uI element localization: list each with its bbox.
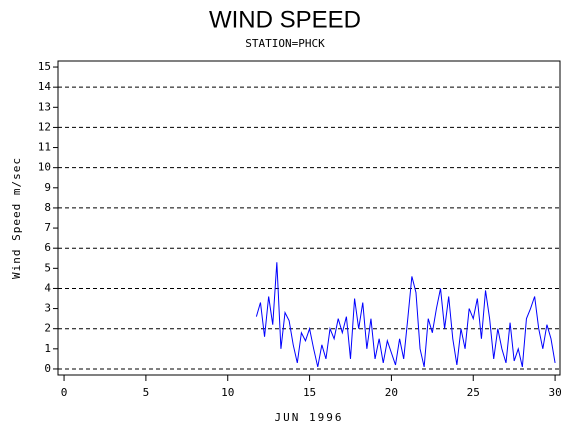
y-axis-label: Wind Speed m/sec bbox=[10, 157, 23, 279]
y-tick-label: 11 bbox=[38, 141, 51, 154]
y-tick-label: 4 bbox=[44, 281, 51, 294]
y-tick-label: 1 bbox=[44, 342, 51, 355]
y-tick-label: 14 bbox=[38, 80, 52, 93]
x-tick-label: 10 bbox=[221, 386, 234, 399]
y-tick-label: 3 bbox=[44, 302, 51, 315]
chart-subtitle: STATION=PHCK bbox=[245, 37, 325, 50]
y-tick-label: 13 bbox=[38, 100, 51, 113]
plot-frame bbox=[57, 60, 561, 376]
y-tick-label: 15 bbox=[38, 60, 51, 73]
x-axis-label: JUN 1996 bbox=[275, 411, 344, 424]
y-tick-label: 6 bbox=[44, 241, 51, 254]
y-tick-label: 8 bbox=[44, 201, 51, 214]
x-tick-label: 15 bbox=[303, 386, 316, 399]
data-line bbox=[255, 262, 556, 368]
x-tick-label: 5 bbox=[143, 386, 150, 399]
x-tick-label: 30 bbox=[548, 386, 561, 399]
y-tick-label: 10 bbox=[38, 161, 51, 174]
y-tick-label: 12 bbox=[38, 120, 51, 133]
y-tick-label: 5 bbox=[44, 261, 51, 274]
x-tick-label: 25 bbox=[467, 386, 480, 399]
y-tick-label: 2 bbox=[44, 322, 51, 335]
y-tick-label: 7 bbox=[44, 221, 51, 234]
y-tick-label: 9 bbox=[44, 181, 51, 194]
x-tick-label: 0 bbox=[61, 386, 68, 399]
chart-title: WIND SPEED bbox=[209, 6, 361, 33]
x-tick-label: 20 bbox=[385, 386, 398, 399]
y-tick-label: 0 bbox=[44, 362, 51, 375]
